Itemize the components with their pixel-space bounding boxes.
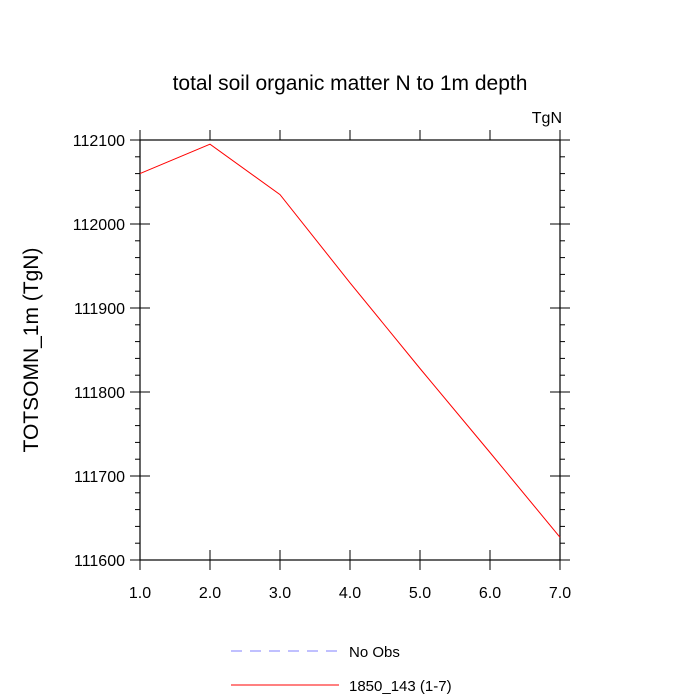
series-group xyxy=(139,143,561,538)
x-tick-label: 5.0 xyxy=(409,585,431,602)
y-tick-label: 112000 xyxy=(73,217,125,234)
legend: No Obs 1850_143 (1-7) xyxy=(231,644,452,695)
x-tick-label: 7.0 xyxy=(549,585,571,602)
x-tick-label: 1.0 xyxy=(129,585,151,602)
y-tick-label: 111900 xyxy=(74,301,125,318)
tick-labels: 1.0 2.0 3.0 4.0 5.0 6.0 7.0 111600 111700 111800 1… xyxy=(73,133,571,602)
y-axis-label: TOTSOMN_1m (TgN) xyxy=(20,248,43,453)
y-tick-label: 112100 xyxy=(73,133,125,150)
legend-label: No Obs xyxy=(349,644,400,661)
x-tick-label: 3.0 xyxy=(269,585,291,602)
axis-ticks xyxy=(130,130,570,570)
x-tick-label: 2.0 xyxy=(199,585,221,602)
legend-label: 1850_143 (1-7) xyxy=(349,678,452,695)
plot-frame xyxy=(139,139,561,561)
y-tick-label: 111600 xyxy=(74,553,125,570)
y-tick-label: 111700 xyxy=(74,469,125,486)
chart-title: total soil organic matter N to 1m depth xyxy=(173,72,528,95)
y-tick-label: 111800 xyxy=(74,385,125,402)
x-tick-label: 4.0 xyxy=(339,585,361,602)
x-tick-label: 6.0 xyxy=(479,585,501,602)
units-label: TgN xyxy=(532,110,562,127)
series-line xyxy=(139,143,561,538)
